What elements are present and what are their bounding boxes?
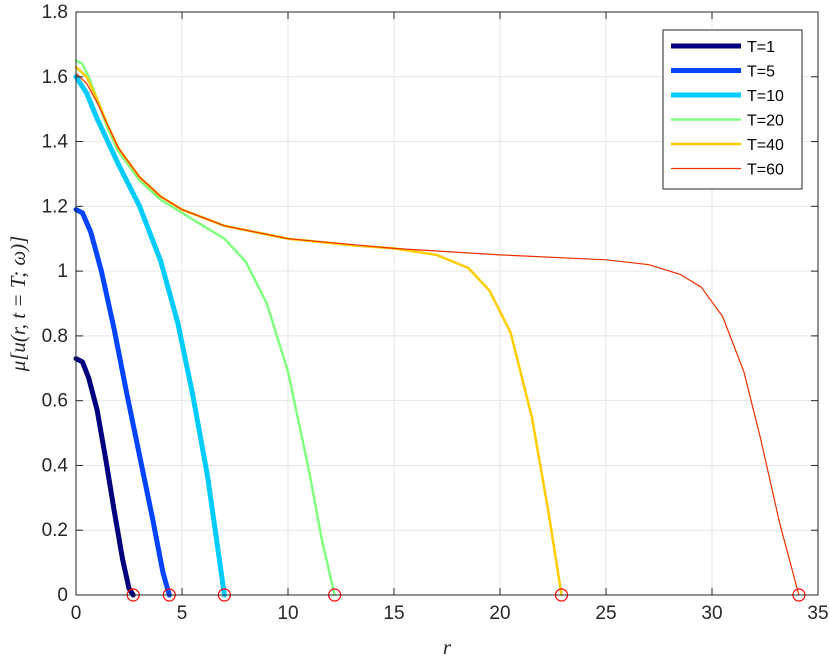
y-tick-label: 1 (57, 261, 68, 282)
y-tick-label: 0.4 (42, 455, 69, 476)
y-tick-label: 0.6 (42, 391, 68, 412)
x-tick-label: 10 (277, 603, 298, 624)
y-tick-label: 1.6 (42, 67, 68, 88)
series-line-T=5 (73, 207, 172, 598)
y-axis-label: μ[u(r, t = T; ω)] (6, 236, 30, 373)
y-tick-label: 0.2 (42, 520, 68, 541)
x-tick-label: 25 (595, 603, 616, 624)
y-tick-label: 1.4 (42, 132, 69, 153)
legend-label: T=20 (747, 113, 784, 130)
legend-label: T=5 (747, 64, 775, 81)
series-line-T=60 (75, 72, 800, 596)
x-tick-label: 35 (807, 603, 828, 624)
y-tick-label: 0.8 (42, 326, 68, 347)
legend: T=1 T=5 T=10 T=20 T=40 T=60 (662, 29, 803, 190)
plot-frame (75, 11, 819, 596)
y-tick-label: 1.2 (42, 196, 68, 217)
legend-label: T=60 (747, 162, 784, 179)
y-tick-label: 1.8 (42, 2, 68, 23)
x-tick-label: 0 (71, 603, 82, 624)
x-tick-label: 5 (177, 603, 188, 624)
x-tick-label: 30 (701, 603, 722, 624)
legend-label: T=40 (747, 137, 784, 154)
x-tick-label: 20 (489, 603, 510, 624)
x-axis-ticks: 0 5 10 15 20 25 30 35 (71, 12, 829, 624)
series-lines (73, 59, 800, 598)
legend-box (662, 29, 803, 190)
y-axis-ticks: 0 0.2 0.4 0.6 0.8 1 1.2 1.4 1.6 1.8 (42, 2, 818, 606)
x-axis-label: r (443, 635, 452, 658)
x-tick-label: 15 (383, 603, 404, 624)
legend-label: T=10 (747, 88, 784, 105)
series-line-T=10 (73, 74, 227, 598)
legend-label: T=1 (747, 39, 775, 56)
y-tick-label: 0 (57, 585, 68, 606)
series-line-T=1 (73, 356, 136, 598)
